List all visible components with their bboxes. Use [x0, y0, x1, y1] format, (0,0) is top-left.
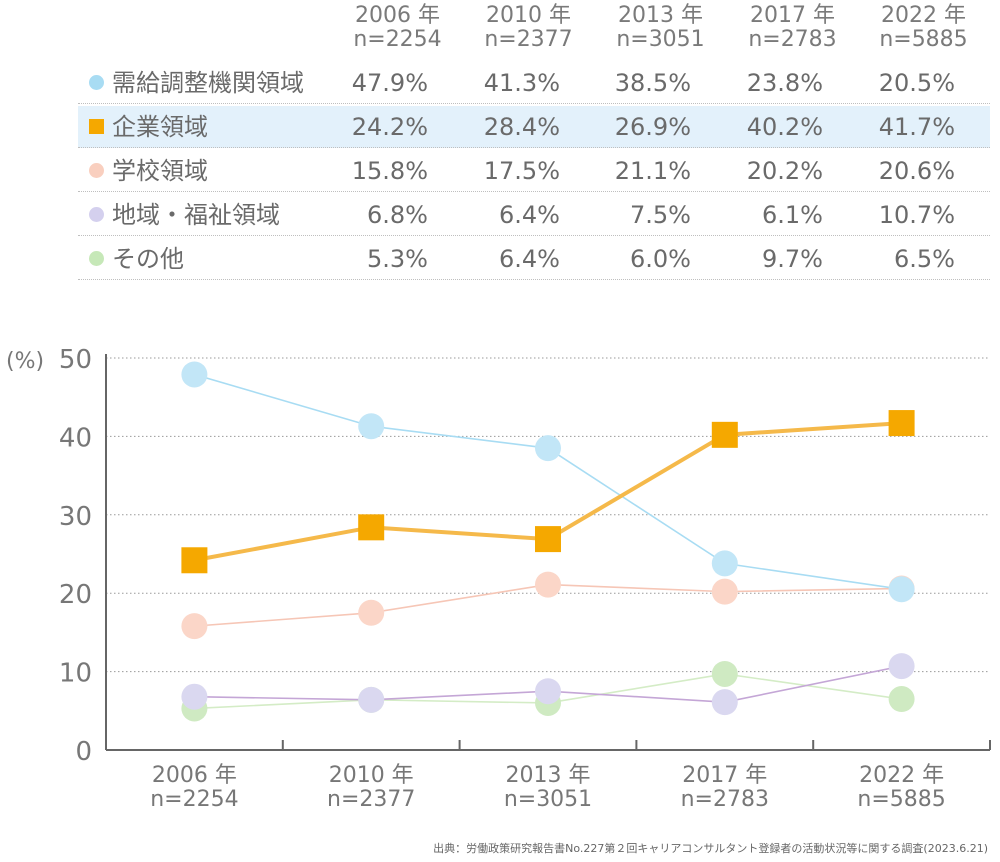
table-cell: 24.2% — [351, 113, 428, 141]
table-cell: 5.3% — [367, 245, 428, 273]
series-point-circle — [888, 653, 915, 680]
row-label: 需給調整機関領域 — [112, 69, 304, 97]
x-tick-label-year: 2013 年 — [506, 763, 591, 788]
x-tick-label-n: n=3051 — [504, 787, 592, 812]
table-cell: 6.0% — [630, 245, 691, 273]
table-cell: 6.4% — [499, 201, 560, 229]
x-tick-label-year: 2022 年 — [859, 763, 944, 788]
series-point-circle — [181, 683, 208, 710]
chart-series — [181, 361, 915, 722]
x-tick-label-year: 2010 年 — [329, 763, 414, 788]
chart-grid — [106, 357, 990, 673]
circle-marker-icon — [89, 207, 104, 222]
table-cell: 38.5% — [614, 69, 691, 97]
series-point-circle — [358, 413, 385, 440]
table-header-cell: 2022 年 n=5885 — [879, 3, 968, 52]
table-cell: 21.1% — [614, 157, 691, 185]
y-tick-label: 0 — [75, 737, 92, 767]
x-tick-label-n: n=5885 — [857, 787, 945, 812]
x-tick-label-n: n=2377 — [327, 787, 415, 812]
table-header-cell: 2013 年 n=3051 — [616, 3, 705, 52]
table-cell: 6.5% — [894, 245, 955, 273]
table-cell: 41.7% — [878, 113, 955, 141]
y-tick-label: 10 — [59, 659, 92, 689]
table-cell: 20.2% — [746, 157, 823, 185]
table-cell: 15.8% — [351, 157, 428, 185]
y-unit-label: (%) — [6, 349, 44, 374]
square-marker-icon — [89, 119, 104, 134]
table-cell: 6.1% — [762, 201, 823, 229]
circle-marker-icon — [89, 75, 104, 90]
table-cell: 6.8% — [367, 201, 428, 229]
circle-marker-icon — [89, 163, 104, 178]
source-note: 出典：労働政策研究報告書No.227第２回キャリアコンサルタント登録者の活動状況… — [433, 842, 988, 855]
series-point-circle — [711, 689, 738, 716]
row-label: 企業領域 — [112, 113, 208, 141]
x-tick-label-year: 2017 年 — [682, 763, 767, 788]
series-point-circle — [888, 686, 915, 713]
x-tick-label-year: 2006 年 — [152, 763, 237, 788]
series-point-circle — [535, 435, 561, 462]
table-cell: 47.9% — [351, 69, 428, 97]
row-label: その他 — [112, 245, 184, 273]
series-point-circle — [711, 578, 738, 605]
table-cell: 17.5% — [483, 157, 560, 185]
series-point-circle — [181, 613, 208, 640]
row-label: 地域・福祉領域 — [112, 201, 280, 229]
table-cell: 20.6% — [878, 157, 955, 185]
table-row: 学校領域 15.8% 17.5% 21.1% 20.2% 20.6% — [78, 150, 990, 192]
series-point-circle — [535, 678, 561, 705]
series-point-circle — [711, 660, 738, 687]
table-cell: 7.5% — [630, 201, 691, 229]
data-table: 2006 年 n=2254 2010 年 n=2377 2013 年 n=3051 2… — [78, 0, 990, 280]
y-tick-label: 40 — [59, 423, 92, 453]
series-point-circle — [181, 361, 208, 388]
table-row: 地域・福祉領域 6.8% 6.4% 7.5% 6.1% 10.7% — [78, 194, 990, 236]
table-cell: 41.3% — [483, 69, 560, 97]
x-tick-label-n: n=2783 — [681, 787, 769, 812]
table-header-cell: 2017 年 n=2783 — [748, 3, 837, 52]
table-row: 企業領域 24.2% 28.4% 26.9% 40.2% 41.7% — [78, 106, 990, 148]
table-cell: 28.4% — [483, 113, 560, 141]
table-header-cell: 2006 年 n=2254 — [353, 3, 442, 52]
table-header-row: 2006 年 n=2254 2010 年 n=2377 2013 年 n=3051 2… — [78, 0, 990, 52]
table-header-cell: 2010 年 n=2377 — [484, 3, 573, 52]
table-cell: 40.2% — [746, 113, 823, 141]
table-cell: 23.8% — [746, 69, 823, 97]
y-tick-label: 50 — [59, 345, 92, 375]
circle-marker-icon — [89, 251, 104, 266]
row-label: 学校領域 — [112, 157, 208, 185]
table-cell: 20.5% — [878, 69, 955, 97]
table-cell: 9.7% — [762, 245, 823, 273]
table-row: 需給調整機関領域 47.9% 41.3% 38.5% 23.8% 20.5% — [78, 62, 990, 104]
series-point-circle — [888, 576, 915, 603]
table-cell: 10.7% — [878, 201, 955, 229]
series-point-square — [181, 547, 208, 574]
series-point-square — [888, 410, 915, 437]
series-line-1 — [194, 373, 902, 591]
y-tick-label: 30 — [59, 502, 92, 532]
series-point-square — [358, 514, 385, 541]
table-row: その他 5.3% 6.4% 6.0% 9.7% 6.5% — [78, 238, 990, 280]
series-point-circle — [358, 599, 385, 626]
table-cell: 6.4% — [499, 245, 560, 273]
x-tick-label-n: n=2254 — [150, 787, 238, 812]
series-point-square — [535, 526, 561, 553]
table-cell: 26.9% — [614, 113, 691, 141]
series-point-circle — [358, 686, 385, 713]
series-point-circle — [711, 550, 738, 577]
series-point-square — [711, 421, 738, 448]
series-point-circle — [535, 571, 561, 598]
chart-axes: 0 10 20 30 40 50 (%) 2006 年n=2254 2010 年n=2377 20… — [6, 345, 991, 812]
y-tick-label: 20 — [59, 580, 92, 610]
line-chart: 0 10 20 30 40 50 (%) 2006 年n=2254 2010 年n=2377 20… — [6, 345, 991, 812]
